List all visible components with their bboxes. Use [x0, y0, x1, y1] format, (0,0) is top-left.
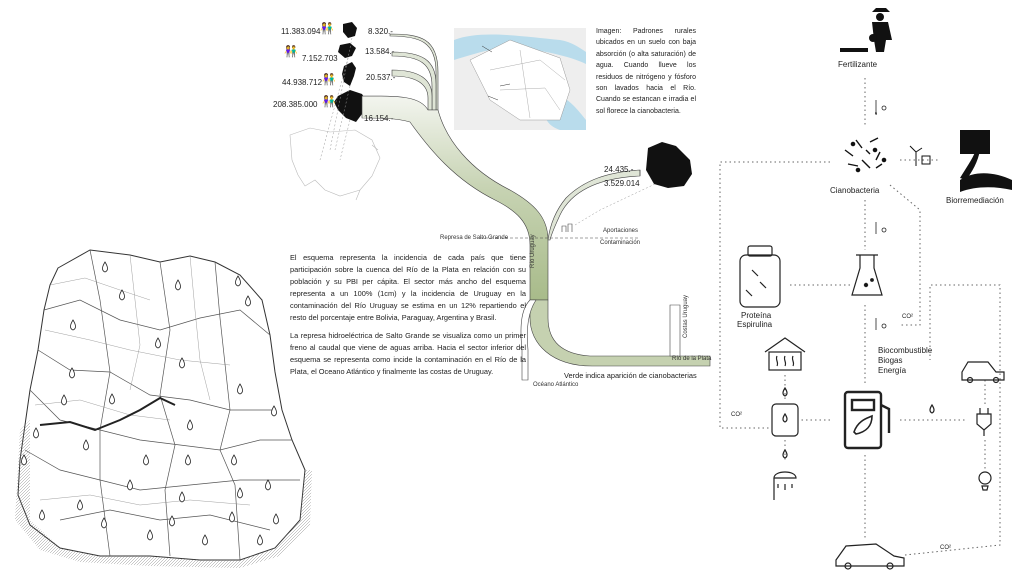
- image-caption: Imagen: Padrones rurales ubicados en un …: [596, 28, 696, 115]
- car-icon: [835, 543, 905, 570]
- label-energia: Energía: [878, 366, 907, 375]
- dam-label: Represa de Salto Grande: [440, 235, 509, 241]
- rio-plata-label: Río de la Plata: [672, 356, 712, 362]
- person-icon: 👫: [322, 96, 336, 108]
- person-icon: 👫: [284, 46, 298, 58]
- label-co2: CO²: [902, 314, 913, 320]
- costas-label: Costas Uruguay: [683, 294, 689, 338]
- inset-map: [454, 28, 586, 130]
- water-heater-icon: [771, 403, 799, 437]
- label-biogas: Biogas: [878, 356, 903, 365]
- country-gdp: 13.584.-: [365, 47, 395, 56]
- paragraph-dam: La represa hidroeléctrica de Salto Grand…: [290, 331, 526, 376]
- oceano-label: Océano Atlántico: [533, 382, 579, 388]
- bioremediation-icon: [960, 130, 1012, 192]
- country-gdp: 20.537.-: [366, 73, 396, 82]
- legend-green: Verde indica aparición de cianobacterias: [564, 371, 697, 380]
- country-population: 44.938.712: [282, 78, 323, 87]
- bacteria-bubble-icons: [875, 100, 887, 330]
- shower-icon: [773, 471, 797, 500]
- cyanobacteria-icon: [844, 137, 887, 173]
- label-biocombustible: Biocombustible: [878, 346, 933, 355]
- country-population: 7.152.703: [302, 54, 338, 63]
- uruguay-population: 3.529.014: [604, 179, 640, 188]
- protein-jar-icon: [739, 245, 781, 308]
- heated-house-icon: [764, 337, 806, 371]
- country-leader-lines: [319, 37, 656, 226]
- electric-car-icon: [961, 361, 1005, 384]
- country-gdp: 16.154.-: [364, 114, 394, 123]
- label-proteina: Proteína: [741, 311, 772, 320]
- contaminacion-label: Contaminación: [600, 240, 641, 246]
- flask-icon: [851, 254, 883, 296]
- aportaciones-label: Aportaciones: [603, 228, 639, 234]
- label-co2: CO²: [940, 545, 951, 551]
- person-icon: 👫: [320, 23, 334, 35]
- country-silhouettes: [334, 22, 692, 188]
- wind-turbine-icon: [909, 145, 931, 166]
- label-espirulina: Espirulina: [737, 320, 773, 329]
- country-population: 11.383.094: [281, 27, 321, 36]
- farmer-icon: [840, 8, 892, 52]
- bulb-icon: [978, 471, 992, 491]
- label-cianobacteria: Cianobacteria: [830, 186, 880, 195]
- person-icon: 👫: [322, 74, 336, 86]
- label-co2: CO²: [731, 412, 742, 418]
- label-biorremediacion: Biorremediación: [946, 196, 1004, 205]
- flame-icons: [782, 386, 935, 459]
- rio-uruguay-label: Río Uruguay: [530, 234, 536, 268]
- south-america-outline: [289, 127, 381, 201]
- paragraph-scheme: El esquema representa la incidencia de c…: [290, 253, 526, 322]
- country-gdp: 8.320.-: [368, 27, 393, 36]
- cycle-diagram: [719, 8, 1012, 570]
- country-population: 208.385.000: [273, 100, 318, 109]
- river-diagram: [361, 33, 711, 381]
- label-fertilizante: Fertilizante: [838, 60, 878, 69]
- uruguay-gdp: 24.435.-: [604, 165, 634, 174]
- fuel-pump-icon: [843, 390, 891, 450]
- uruguay-map: [15, 249, 312, 568]
- plug-icon: [976, 408, 992, 436]
